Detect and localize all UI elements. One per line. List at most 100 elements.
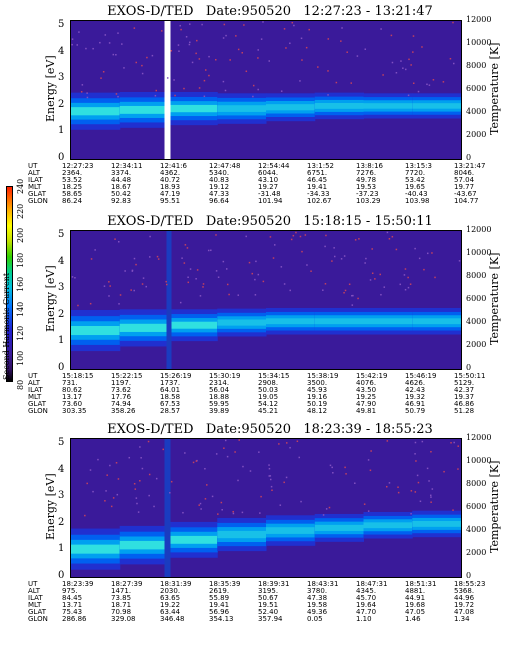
band-segment (314, 524, 364, 531)
noise-dot (131, 269, 134, 272)
noise-dot (155, 477, 158, 480)
table-cell: 95.51 (160, 197, 181, 205)
noise-dot (279, 504, 282, 506)
noise-dot (290, 238, 293, 241)
table-cell: 19.72 (454, 601, 475, 609)
table-cell: 40.72 (160, 176, 181, 184)
y2-axis-label: Temperature [K] (488, 460, 501, 553)
noise-dot (293, 24, 295, 27)
table-cell: 45.93 (307, 386, 328, 394)
y2-tick-label: 8000 (466, 479, 487, 488)
panel-title: EXOS-D/TED Date:950520 18:23:39 - 18:55:… (107, 422, 433, 437)
y2-tick-label: 2000 (466, 548, 487, 557)
band-segment (217, 530, 267, 539)
noise-dot (170, 50, 173, 52)
table-cell: 5340. (209, 169, 230, 177)
table-cell: 19.64 (356, 601, 377, 609)
band-segment (71, 325, 121, 336)
band-segment (314, 318, 364, 325)
table-cell: 49.78 (356, 176, 377, 184)
noise-dot (416, 474, 419, 477)
noise-dot (299, 235, 302, 238)
table-cell: 19.27 (258, 183, 279, 191)
table-cell: 2364. (62, 169, 83, 177)
noise-dot (351, 304, 354, 306)
noise-dot (414, 453, 416, 455)
noise-dot (225, 268, 228, 270)
spectrogram-plot (70, 20, 462, 160)
noise-dot (105, 490, 107, 492)
noise-dot (153, 505, 155, 508)
noise-dot (189, 23, 191, 25)
noise-dot (333, 255, 336, 258)
noise-dot (149, 235, 151, 238)
noise-dot (201, 23, 203, 26)
noise-dot (371, 272, 374, 275)
table-cell: 731. (62, 379, 78, 387)
noise-dot (443, 470, 445, 473)
noise-dot (412, 82, 415, 85)
noise-dot (380, 28, 382, 30)
noise-dot (280, 266, 283, 268)
noise-dot (367, 459, 370, 461)
band-segment (266, 104, 316, 111)
noise-dot (268, 475, 271, 477)
noise-dot (285, 47, 287, 49)
noise-dot (117, 95, 119, 98)
y-tick-label: 4 (58, 255, 65, 267)
table-cell: 18:39:31 (258, 580, 290, 588)
noise-dot (343, 291, 345, 294)
table-cell: 19.32 (405, 393, 426, 401)
noise-dot (85, 47, 87, 50)
noise-dot (289, 446, 291, 449)
table-cell: 12:54:44 (258, 162, 290, 170)
table-cell: 50.03 (258, 386, 279, 394)
row-label: ILAT (28, 386, 43, 394)
y-tick-label: 2 (58, 98, 65, 110)
noise-dot (86, 482, 88, 485)
band-segment (266, 318, 316, 325)
noise-dot (325, 508, 328, 510)
y-tick-label: 3 (58, 490, 65, 502)
noise-dot (92, 490, 94, 493)
table-cell: 45.70 (356, 594, 377, 602)
noise-dot (417, 90, 420, 93)
y-tick-label: 0 (58, 570, 65, 581)
table-cell: 19.77 (454, 183, 475, 191)
table-cell: 2619. (209, 587, 230, 595)
noise-dot (407, 276, 409, 279)
noise-dot (208, 74, 210, 77)
noise-dot (285, 476, 288, 479)
noise-dot (208, 55, 210, 58)
noise-dot (200, 508, 202, 510)
noise-dot (452, 509, 454, 511)
noise-dot (386, 440, 389, 442)
table-cell: 18:47:31 (356, 580, 388, 588)
table-cell: 5368. (454, 587, 475, 595)
noise-dot (97, 458, 99, 461)
noise-dot (453, 441, 455, 444)
row-label: GLAT (28, 190, 47, 198)
noise-dot (182, 511, 184, 514)
y-tick-label: 5 (58, 19, 65, 31)
noise-dot (108, 281, 110, 283)
noise-dot (241, 511, 244, 514)
noise-dot (410, 490, 413, 492)
y2-tick-label: 6000 (466, 502, 487, 511)
noise-dot (251, 272, 254, 275)
table-cell: 19.41 (209, 601, 230, 609)
noise-dot (412, 35, 415, 37)
data-gap-stripe (164, 439, 171, 577)
noise-dot (442, 81, 445, 83)
noise-dot (365, 257, 367, 260)
table-cell: 52.40 (258, 608, 279, 616)
noise-dot (237, 294, 240, 296)
table-cell: 19.51 (258, 601, 279, 609)
noise-dot (121, 43, 123, 45)
noise-dot (257, 88, 259, 91)
table-cell: 6044. (258, 169, 279, 177)
table-cell: 19.05 (258, 393, 279, 401)
noise-dot (92, 47, 94, 50)
y-tick-label: 3 (58, 282, 65, 294)
noise-dot (423, 268, 425, 271)
